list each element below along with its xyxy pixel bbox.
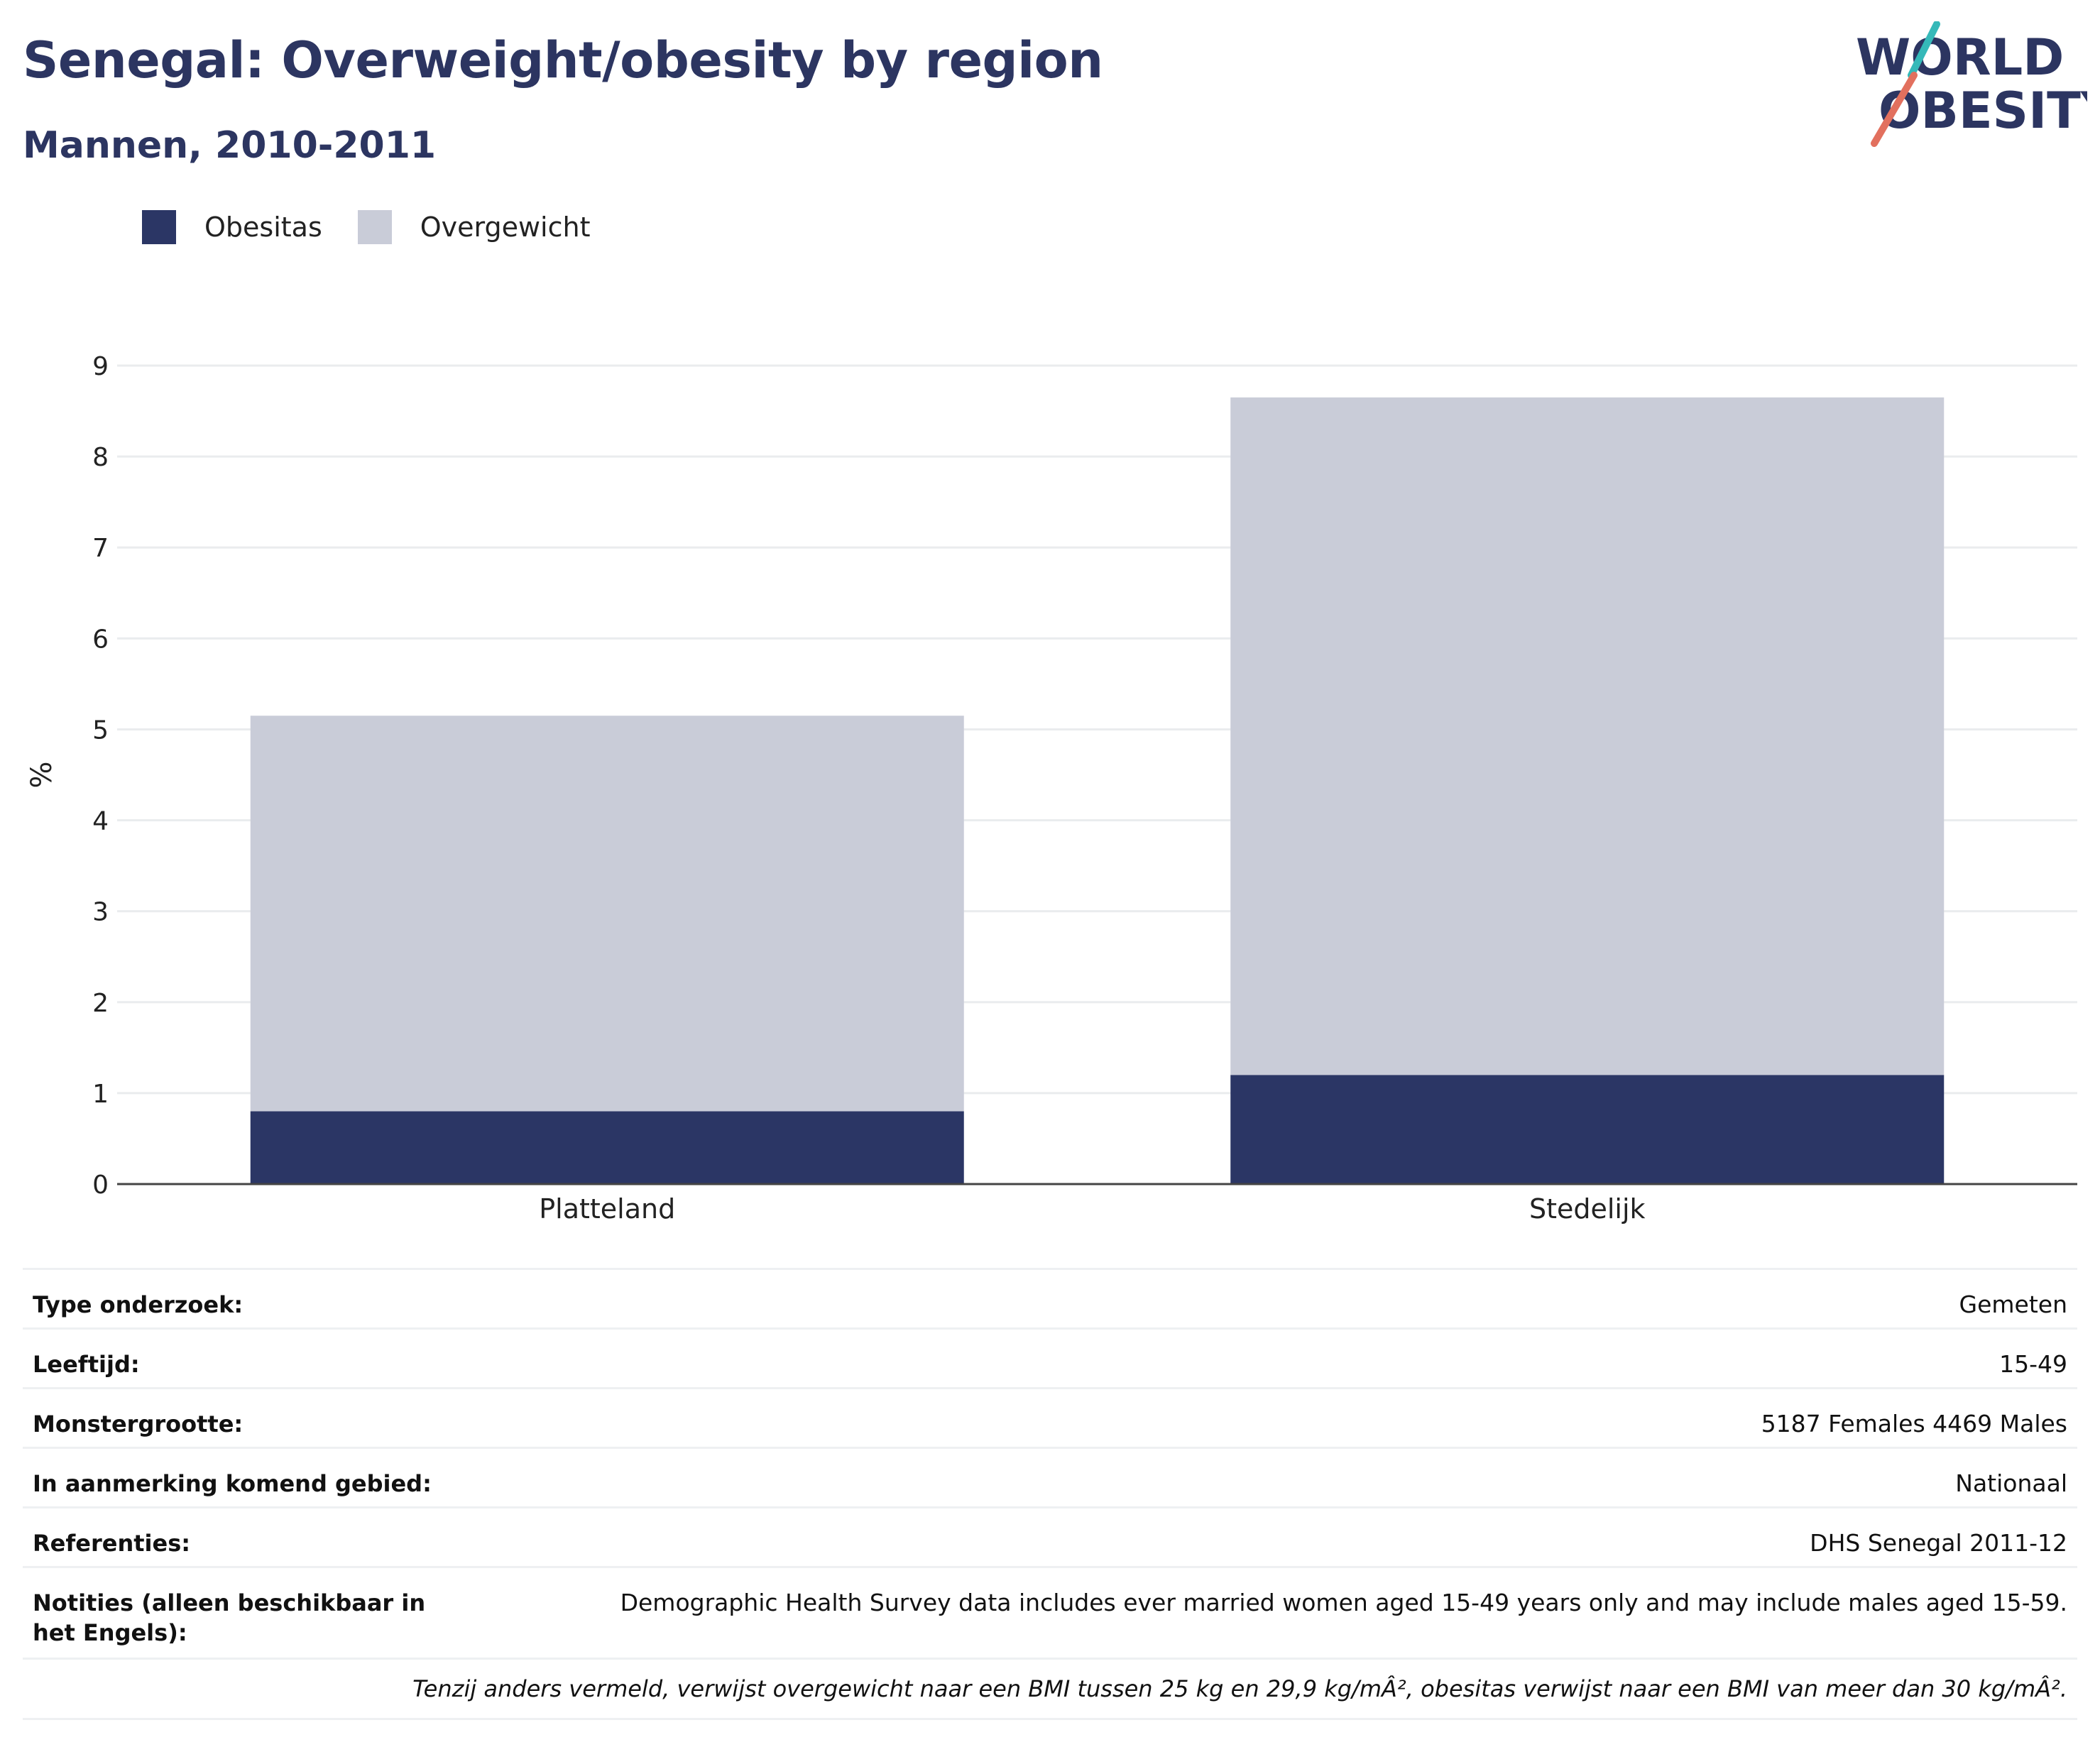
y-tick-label: 6 xyxy=(92,625,109,654)
legend-item-overgewicht[interactable]: Overgewicht xyxy=(357,210,591,244)
info-value: Nationaal xyxy=(1955,1469,2067,1497)
legend-label-overgewicht: Overgewicht xyxy=(420,212,591,243)
y-tick-label: 0 xyxy=(92,1171,109,1200)
y-axis-label: % xyxy=(26,761,58,788)
info-row-age: Leeftijd: 15-49 xyxy=(23,1327,2077,1387)
info-row-type: Type onderzoek: Gemeten xyxy=(23,1268,2077,1327)
y-tick-label: 8 xyxy=(92,443,109,472)
info-key: Referenties: xyxy=(33,1530,191,1557)
info-row-notes: Notities (alleen beschikbaar in het Enge… xyxy=(23,1566,2077,1658)
x-tick-label: Stedelijk xyxy=(1529,1193,1646,1225)
world-obesity-logo: WORLD OBESITY xyxy=(1856,21,2087,147)
chart-title: Senegal: Overweight/obesity by region xyxy=(23,31,1103,89)
info-value: Gemeten xyxy=(1959,1291,2067,1318)
info-row-area: In aanmerking komend gebied: Nationaal xyxy=(23,1447,2077,1506)
y-tick-label: 9 xyxy=(92,352,109,381)
legend-item-obesitas[interactable]: Obesitas xyxy=(142,210,322,244)
info-key: Notities (alleen beschikbaar in het Enge… xyxy=(33,1589,426,1646)
chart-legend: Obesitas Overgewicht xyxy=(142,210,626,244)
info-key: Monstergrootte: xyxy=(33,1411,244,1437)
bar-obesitas-stedelijk xyxy=(1230,1075,1945,1184)
survey-info-table: Type onderzoek: Gemeten Leeftijd: 15-49 … xyxy=(23,1268,2077,1720)
y-tick-label: 4 xyxy=(92,807,109,836)
x-tick-label: Platteland xyxy=(539,1193,675,1225)
svg-text:WORLD: WORLD xyxy=(1856,28,2064,87)
bmi-footnote: Tenzij anders vermeld, verwijst overgewi… xyxy=(23,1658,2077,1720)
legend-swatch-obesitas xyxy=(142,210,176,244)
legend-swatch-overgewicht xyxy=(357,210,392,244)
bar-overgewicht-platteland xyxy=(250,716,964,1112)
y-tick-label: 2 xyxy=(92,989,109,1018)
chart-subtitle: Mannen, 2010-2011 xyxy=(23,124,437,167)
bar-overgewicht-stedelijk xyxy=(1230,397,1945,1075)
bar-obesitas-platteland xyxy=(250,1111,964,1184)
info-value: Demographic Health Survey data includes … xyxy=(620,1589,2067,1616)
svg-text:OBESITY: OBESITY xyxy=(1878,82,2087,140)
legend-label-obesitas: Obesitas xyxy=(204,212,322,243)
y-tick-label: 5 xyxy=(92,716,109,745)
info-row-sample-size: Monstergrootte: 5187 Females 4469 Males xyxy=(23,1387,2077,1447)
info-key: Leeftijd: xyxy=(33,1351,140,1378)
stacked-bar-chart: 0 1 2 3 4 5 6 7 8 9% Platteland Stedelijk xyxy=(26,352,2077,1225)
y-tick-label: 1 xyxy=(92,1080,109,1109)
info-key: In aanmerking komend gebied: xyxy=(33,1470,432,1497)
info-value: DHS Senegal 2011-12 xyxy=(1810,1529,2067,1557)
y-tick-label: 3 xyxy=(92,898,109,927)
info-row-references: Referenties: DHS Senegal 2011-12 xyxy=(23,1506,2077,1566)
y-tick-label: 7 xyxy=(92,534,109,563)
info-value: 15-49 xyxy=(1999,1350,2067,1378)
info-key: Type onderzoek: xyxy=(33,1291,244,1318)
info-value: 5187 Females 4469 Males xyxy=(1761,1410,2067,1437)
